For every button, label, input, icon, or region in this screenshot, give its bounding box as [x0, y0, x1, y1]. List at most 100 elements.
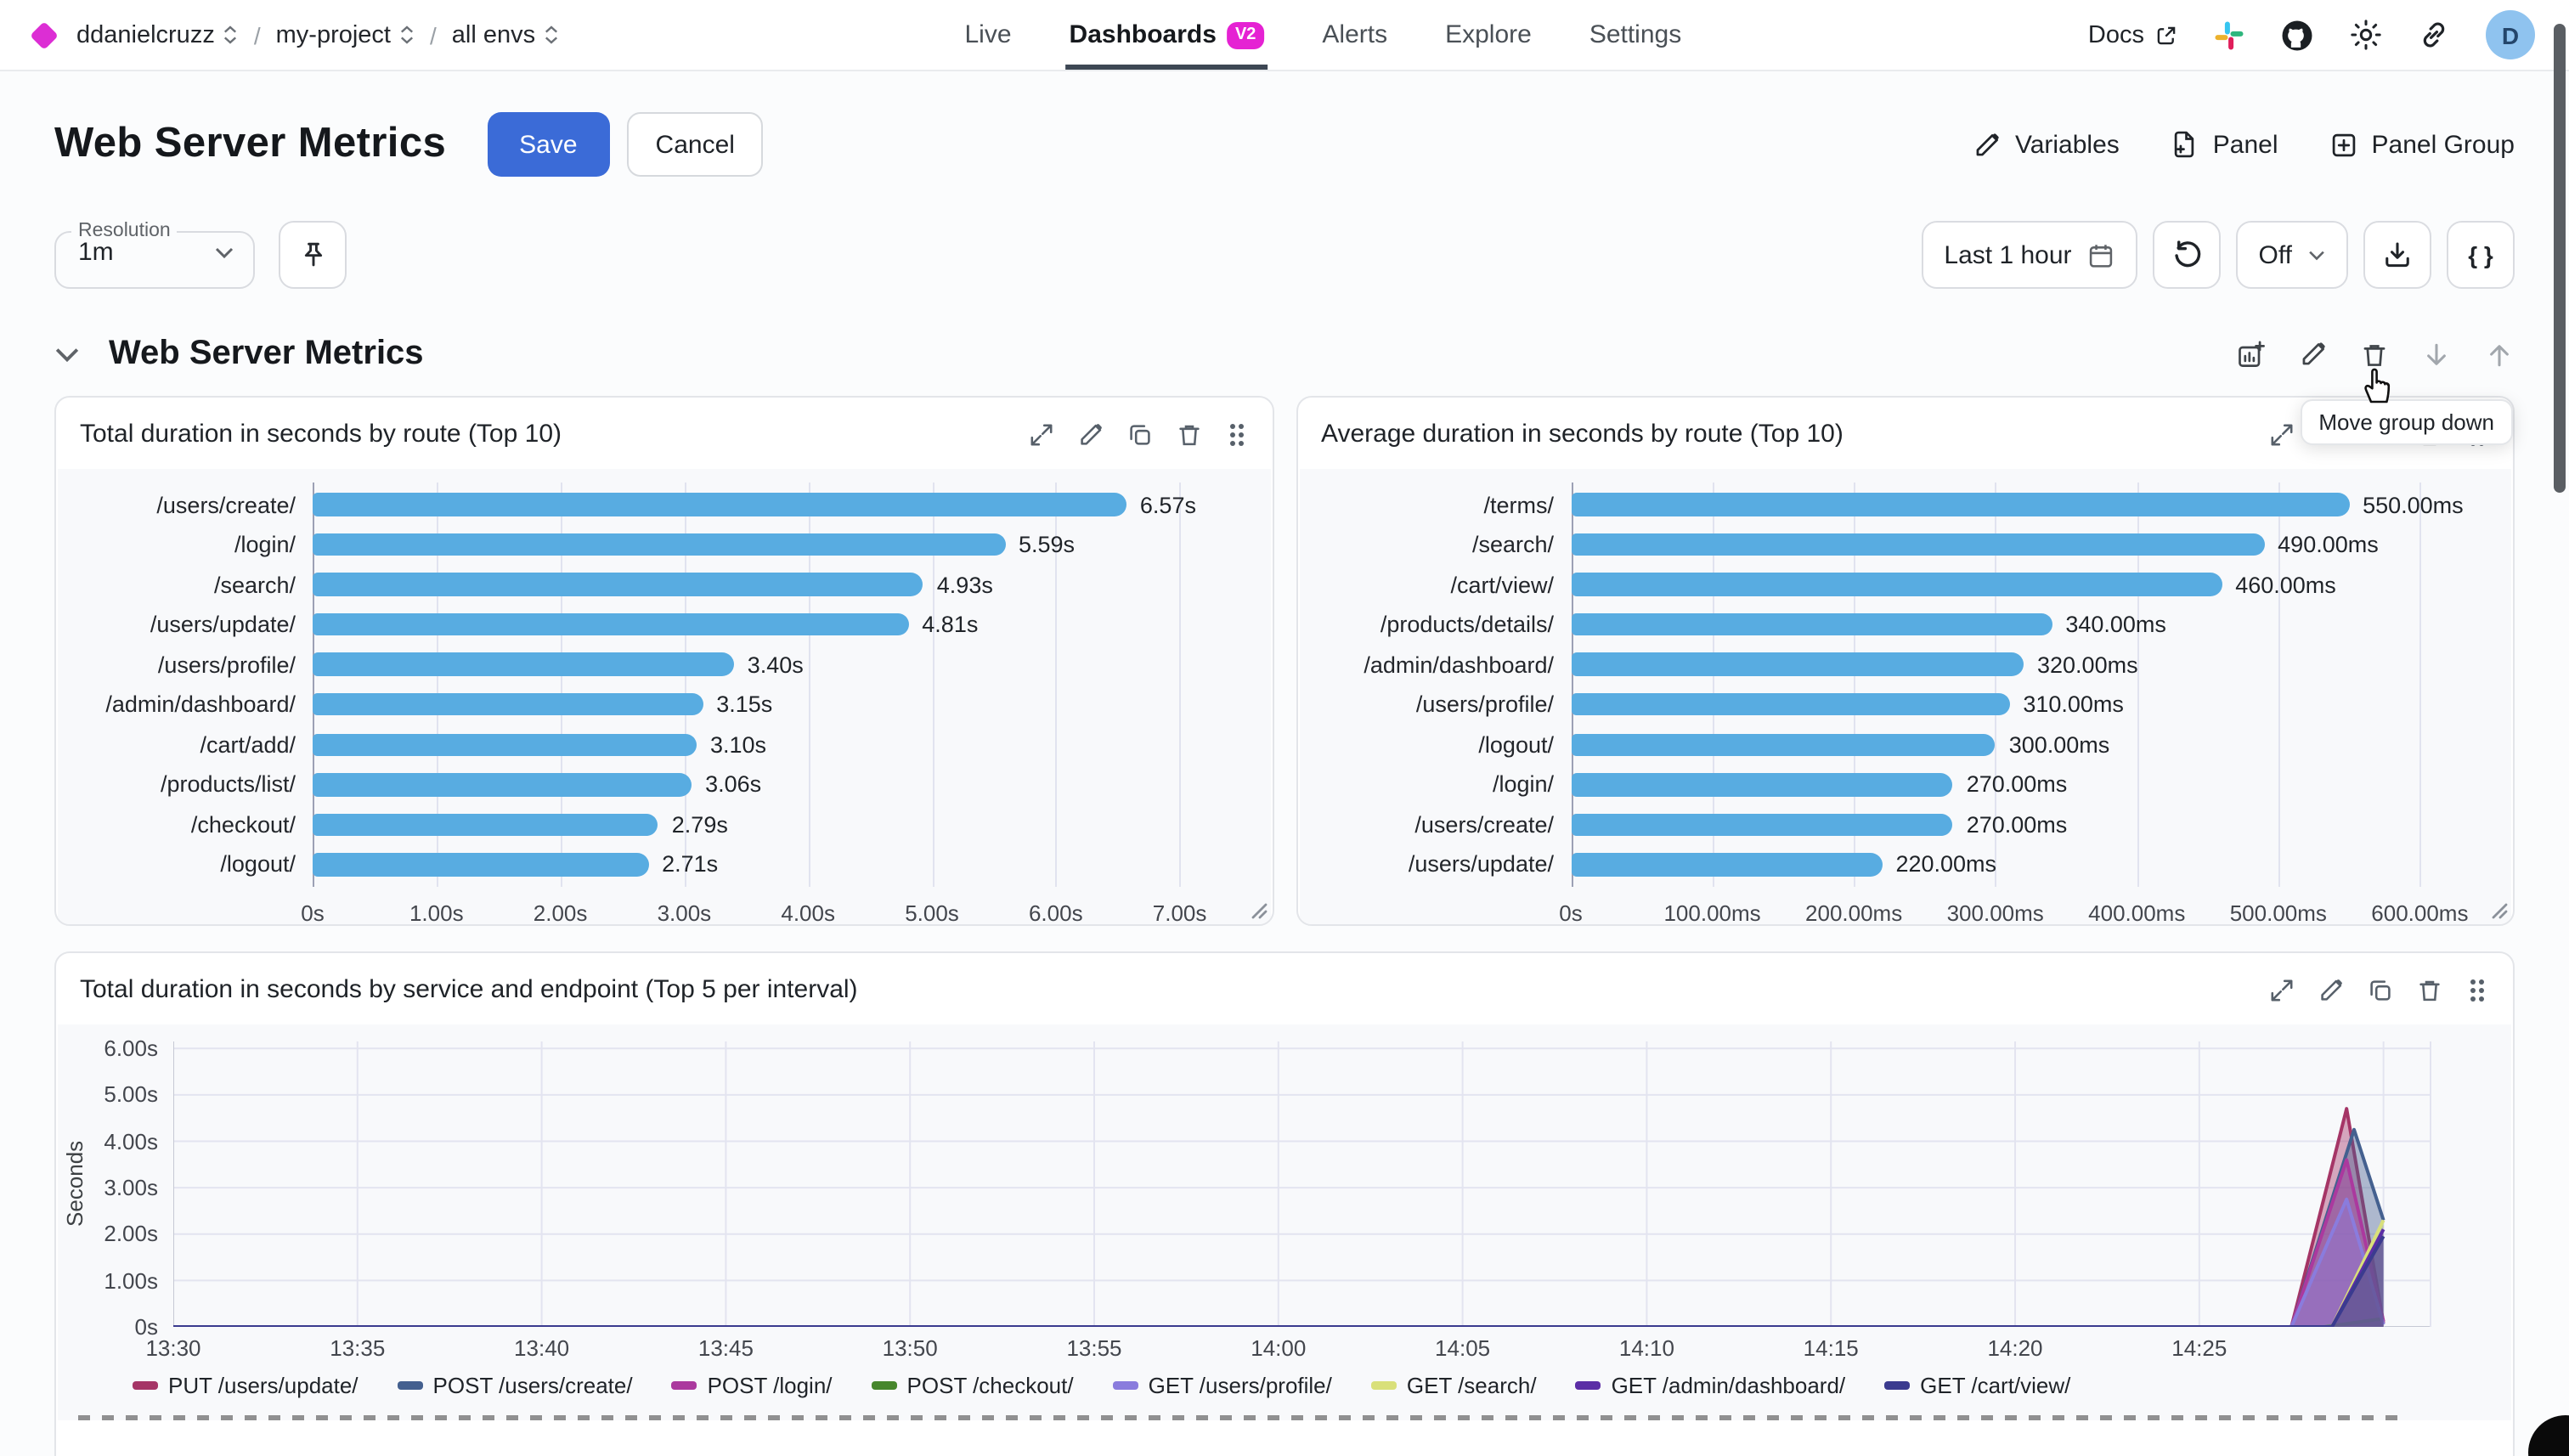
- category-label: /users/update/: [150, 612, 296, 638]
- bar[interactable]: [1571, 733, 1996, 757]
- panel-resize-handle[interactable]: [1250, 902, 1267, 919]
- cancel-button[interactable]: Cancel: [626, 112, 764, 177]
- legend-item[interactable]: GET /admin/dashboard/: [1575, 1373, 1845, 1398]
- edit-group-icon[interactable]: [2299, 340, 2328, 369]
- gridline: [684, 483, 686, 887]
- download-button[interactable]: [2363, 221, 2431, 289]
- bar-value-label: 3.40s: [747, 652, 804, 678]
- bar[interactable]: [313, 692, 703, 716]
- x-axis-tick-label: 13:30: [145, 1335, 201, 1361]
- bar[interactable]: [1571, 612, 2052, 636]
- legend-label: GET /search/: [1406, 1373, 1537, 1398]
- legend-item[interactable]: POST /checkout/: [871, 1373, 1074, 1398]
- breadcrumb-env-label: all envs: [451, 21, 536, 48]
- drag-handle-icon[interactable]: [2465, 976, 2489, 1003]
- bar-chart-total-duration: /users/create/6.57s/login/5.59s/search/4…: [58, 469, 1270, 924]
- expand-panel-icon[interactable]: [2268, 420, 2295, 448]
- share-link-icon[interactable]: [2418, 19, 2450, 51]
- breadcrumb-org[interactable]: ddanielcruzz: [76, 21, 239, 48]
- category-label: /login/: [234, 532, 296, 558]
- move-group-down-icon[interactable]: [2421, 339, 2452, 370]
- expand-panel-icon[interactable]: [2268, 976, 2295, 1003]
- nav-tab-dashboards[interactable]: Dashboards V2: [1065, 0, 1268, 70]
- panel-resize-handle[interactable]: [2491, 902, 2508, 919]
- edit-panel-icon[interactable]: [1076, 420, 1104, 448]
- bar[interactable]: [1571, 813, 1953, 837]
- y-axis: 0s 1.00s 2.00s 3.00s 4.00s 5.00s 6.00s: [92, 1036, 173, 1340]
- auto-refresh-select[interactable]: Off: [2236, 221, 2348, 289]
- github-icon[interactable]: [2280, 18, 2314, 52]
- legend-item[interactable]: POST /users/create/: [397, 1373, 633, 1398]
- bar[interactable]: [313, 493, 1126, 516]
- series-line: [173, 1235, 2386, 1327]
- bar-row: /users/update/4.81s: [82, 606, 1256, 643]
- nav-tab-alerts[interactable]: Alerts: [1322, 0, 1387, 70]
- brand-logo-icon: [30, 20, 59, 49]
- expand-panel-icon[interactable]: [1027, 420, 1054, 448]
- bar[interactable]: [1571, 493, 2350, 516]
- x-axis-tick-label: 13:40: [514, 1335, 570, 1361]
- x-axis-tick-label: 0s: [1559, 900, 1583, 926]
- save-button[interactable]: Save: [487, 112, 610, 177]
- bar[interactable]: [313, 773, 692, 797]
- bar[interactable]: [313, 853, 649, 877]
- legend-item[interactable]: PUT /users/update/: [133, 1373, 359, 1398]
- bar[interactable]: [313, 813, 658, 837]
- edit-json-button[interactable]: { }: [2447, 221, 2515, 289]
- legend-item[interactable]: POST /login/: [671, 1373, 833, 1398]
- theme-sun-icon[interactable]: [2350, 19, 2382, 51]
- docs-link[interactable]: Docs: [2088, 21, 2178, 48]
- duplicate-panel-icon[interactable]: [1126, 420, 1153, 448]
- collapse-group-chevron[interactable]: [54, 346, 80, 363]
- resolution-select[interactable]: Resolution 1m: [54, 221, 255, 289]
- nav-tab-live[interactable]: Live: [964, 0, 1011, 70]
- breadcrumb-env[interactable]: all envs: [452, 21, 559, 48]
- bar[interactable]: [313, 612, 909, 636]
- bar-value-label: 460.00ms: [2235, 572, 2336, 598]
- add-panel-to-group-icon[interactable]: [2236, 339, 2267, 370]
- bar-track: 220.00ms: [1571, 846, 2498, 883]
- legend-swatch: [671, 1381, 697, 1390]
- bar-track: 550.00ms: [1571, 486, 2498, 523]
- bar[interactable]: [313, 733, 697, 757]
- add-panel-button[interactable]: Panel: [2171, 129, 2278, 160]
- edit-panel-icon[interactable]: [2318, 976, 2345, 1003]
- bar[interactable]: [1571, 773, 1953, 797]
- duplicate-panel-icon[interactable]: [2367, 976, 2394, 1003]
- series-line: [173, 1107, 2386, 1327]
- delete-panel-icon[interactable]: [1175, 420, 1202, 448]
- bar[interactable]: [313, 573, 923, 596]
- external-link-icon: [2157, 25, 2176, 44]
- legend-item[interactable]: GET /cart/view/: [1884, 1373, 2070, 1398]
- move-group-up-icon[interactable]: [2484, 339, 2515, 370]
- nav-tab-explore[interactable]: Explore: [1445, 0, 1532, 70]
- page-scrollbar-thumb[interactable]: [2554, 24, 2566, 493]
- legend-item[interactable]: GET /search/: [1370, 1373, 1537, 1398]
- bar-row: /search/4.93s: [82, 566, 1256, 603]
- drag-handle-icon[interactable]: [1224, 420, 1248, 448]
- y-axis-tick-label: 3.00s: [104, 1175, 158, 1201]
- bar[interactable]: [1571, 692, 2010, 716]
- time-range-button[interactable]: Last 1 hour: [1922, 221, 2138, 289]
- user-avatar[interactable]: D: [2486, 10, 2535, 59]
- bar-value-label: 3.10s: [709, 731, 767, 758]
- nav-tab-label: Explore: [1445, 20, 1532, 49]
- legend-item[interactable]: GET /users/profile/: [1112, 1373, 1332, 1398]
- breadcrumb-project[interactable]: my-project: [276, 21, 415, 48]
- bar[interactable]: [313, 533, 1005, 556]
- add-panel-group-button[interactable]: Panel Group: [2329, 130, 2515, 159]
- bar[interactable]: [1571, 573, 2222, 596]
- bar[interactable]: [1571, 533, 2265, 556]
- slack-icon[interactable]: [2214, 20, 2244, 50]
- nav-tab-settings[interactable]: Settings: [1589, 0, 1681, 70]
- bar[interactable]: [1571, 652, 2024, 676]
- bar[interactable]: [313, 652, 734, 676]
- gridline: [2419, 483, 2422, 887]
- delete-panel-icon[interactable]: [2416, 976, 2443, 1003]
- bar[interactable]: [1571, 853, 1883, 877]
- refresh-button[interactable]: [2153, 221, 2222, 289]
- legend-label: POST /checkout/: [906, 1373, 1074, 1398]
- delete-group-icon[interactable]: [2360, 339, 2389, 370]
- variables-button[interactable]: Variables: [1973, 130, 2120, 159]
- pin-resolution-button[interactable]: [279, 221, 347, 289]
